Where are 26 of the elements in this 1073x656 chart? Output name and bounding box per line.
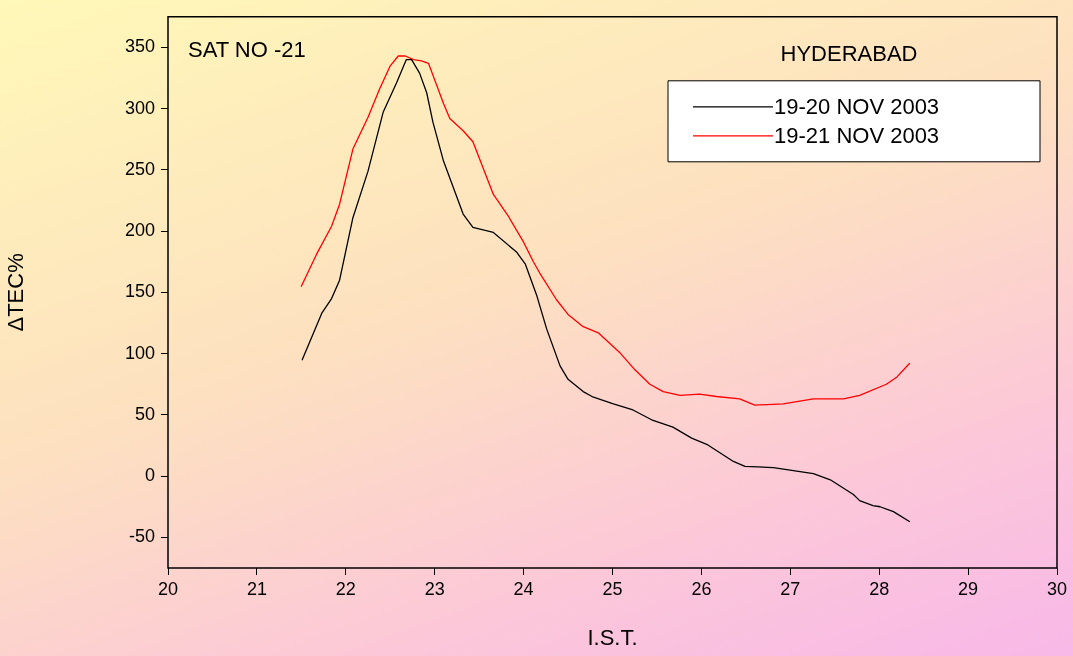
y-tick-label: 100 (124, 342, 155, 363)
x-tick-label: 27 (780, 578, 801, 599)
y-tick-label: 150 (124, 281, 155, 302)
annotation: SAT NO -21 (188, 36, 306, 62)
y-tick-label: -50 (128, 526, 155, 547)
x-tick-label: 29 (958, 578, 979, 599)
x-tick-label: 21 (246, 578, 267, 599)
x-tick-label: 20 (157, 578, 179, 599)
y-tick-label: 350 (124, 36, 155, 57)
x-axis-title: I.S.T. (587, 624, 638, 650)
y-tick-label: 300 (124, 97, 155, 118)
x-tick-label: 24 (513, 578, 534, 599)
x-tick-label: 23 (424, 578, 445, 599)
y-tick-label: 200 (124, 220, 155, 241)
x-tick-label: 26 (691, 578, 712, 599)
x-tick-label: 28 (869, 578, 890, 599)
legend-label: 19-21 NOV 2003 (774, 122, 940, 148)
y-tick-label: 0 (144, 465, 155, 486)
y-tick-label: 50 (134, 403, 155, 424)
y-axis-title: ΔTEC% (3, 253, 29, 332)
annotation: HYDERABAD (780, 40, 918, 66)
x-tick-label: 30 (1046, 578, 1068, 599)
x-tick-label: 22 (335, 578, 356, 599)
y-tick-label: 250 (124, 158, 155, 179)
x-tick-label: 25 (602, 578, 623, 599)
legend-label: 19-20 NOV 2003 (774, 93, 940, 119)
